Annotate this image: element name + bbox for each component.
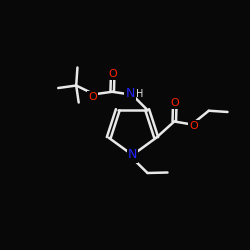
- Text: N: N: [126, 87, 135, 100]
- Text: O: O: [170, 98, 179, 108]
- Text: O: O: [88, 92, 97, 102]
- Text: O: O: [108, 68, 117, 78]
- Text: H: H: [136, 88, 143, 99]
- Text: N: N: [128, 148, 137, 162]
- Text: O: O: [190, 122, 198, 132]
